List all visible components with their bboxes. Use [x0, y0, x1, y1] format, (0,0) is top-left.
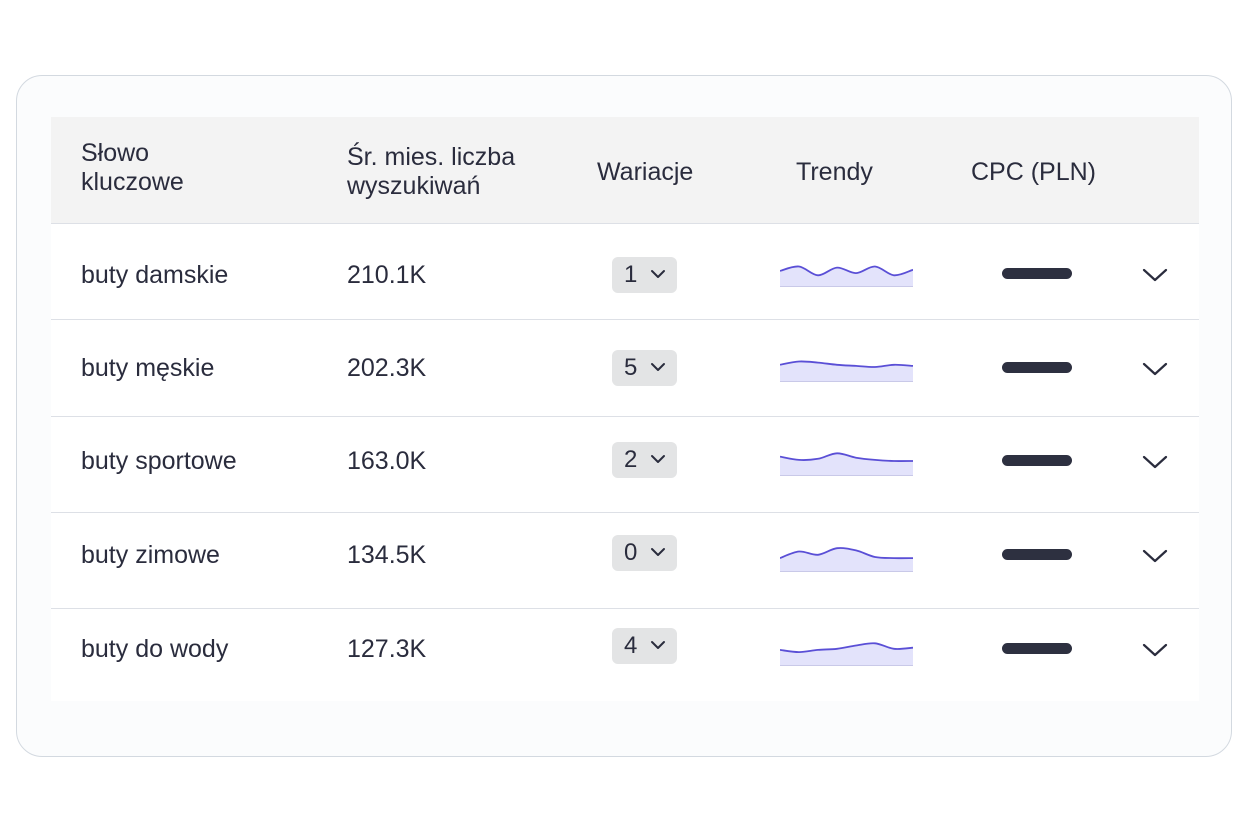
variations-count: 1 — [624, 261, 638, 288]
variations-count: 2 — [624, 446, 638, 473]
chevron-down-icon — [651, 641, 665, 649]
trend-line — [780, 547, 913, 560]
header-variations[interactable]: Wariacje — [597, 158, 694, 186]
table-row[interactable]: buty sportowe 163.0K 2 — [51, 417, 1199, 513]
chevron-down-icon[interactable] — [1142, 267, 1168, 283]
table-row[interactable]: buty do wody 127.3K 4 — [51, 609, 1199, 701]
chevron-down-icon — [651, 270, 665, 278]
trend-sparkline — [780, 360, 913, 382]
chevron-down-icon[interactable] — [1142, 454, 1168, 470]
trend-sparkline — [780, 265, 913, 287]
variations-count: 4 — [624, 632, 638, 659]
trend-sparkline — [780, 642, 913, 666]
variations-count: 5 — [624, 354, 638, 381]
variations-dropdown[interactable]: 5 — [612, 350, 677, 386]
variations-count: 0 — [624, 539, 638, 566]
avg-searches-cell: 134.5K — [347, 541, 427, 569]
chevron-down-icon[interactable] — [1142, 642, 1168, 658]
chevron-down-icon[interactable] — [1142, 361, 1168, 377]
avg-searches-cell: 202.3K — [347, 354, 427, 382]
header-avg-searches-line1: Śr. mies. liczba — [347, 143, 516, 171]
variations-dropdown[interactable]: 0 — [612, 535, 677, 571]
avg-searches-cell: 163.0K — [347, 447, 427, 475]
header-avg-searches-line2: wyszukiwań — [347, 172, 481, 200]
trend-area — [780, 548, 913, 572]
trend-area — [780, 453, 913, 476]
keyword-cell: buty sportowe — [81, 447, 237, 475]
cpc-redacted-bar — [1002, 643, 1072, 654]
trend-line — [780, 360, 913, 368]
avg-searches-cell: 127.3K — [347, 635, 427, 663]
trend-line — [780, 642, 913, 654]
variations-dropdown[interactable]: 4 — [612, 628, 677, 664]
trend-area — [780, 643, 913, 666]
chevron-down-icon — [651, 548, 665, 556]
chevron-down-icon — [651, 455, 665, 463]
table-row[interactable]: buty męskie 202.3K 5 — [51, 320, 1199, 417]
chevron-down-icon — [651, 363, 665, 371]
cpc-redacted-bar — [1002, 549, 1072, 560]
variations-dropdown[interactable]: 2 — [612, 442, 677, 478]
cpc-redacted-bar — [1002, 268, 1072, 279]
avg-searches-cell: 210.1K — [347, 261, 427, 289]
trend-sparkline — [780, 452, 913, 476]
header-keyword[interactable]: Słowo kluczowe — [81, 139, 184, 197]
table-header: Słowo kluczowe Śr. mies. liczba wyszukiw… — [51, 117, 1199, 224]
header-trends[interactable]: Trendy — [796, 158, 873, 186]
cpc-redacted-bar — [1002, 362, 1072, 373]
cpc-redacted-bar — [1002, 455, 1072, 466]
header-cpc[interactable]: CPC (PLN) — [971, 158, 1097, 186]
header-keyword-line1: Słowo — [81, 139, 150, 167]
trend-area — [780, 361, 913, 382]
keyword-cell: buty męskie — [81, 354, 215, 382]
header-keyword-line2: kluczowe — [81, 168, 184, 196]
table-row[interactable]: buty damskie 210.1K 1 — [51, 223, 1199, 320]
keyword-cell: buty damskie — [81, 261, 229, 289]
keyword-cell: buty do wody — [81, 635, 229, 663]
trend-line — [780, 265, 913, 277]
variations-dropdown[interactable]: 1 — [612, 257, 677, 293]
trend-line — [780, 452, 913, 462]
chevron-down-icon[interactable] — [1142, 548, 1168, 564]
trend-area — [780, 266, 913, 287]
keyword-cell: buty zimowe — [81, 541, 220, 569]
header-avg-searches[interactable]: Śr. mies. liczba wyszukiwań — [347, 143, 515, 201]
keyword-table: Słowo kluczowe Śr. mies. liczba wyszukiw… — [51, 117, 1199, 701]
trend-sparkline — [780, 547, 913, 572]
table-row[interactable]: buty zimowe 134.5K 0 — [51, 513, 1199, 609]
